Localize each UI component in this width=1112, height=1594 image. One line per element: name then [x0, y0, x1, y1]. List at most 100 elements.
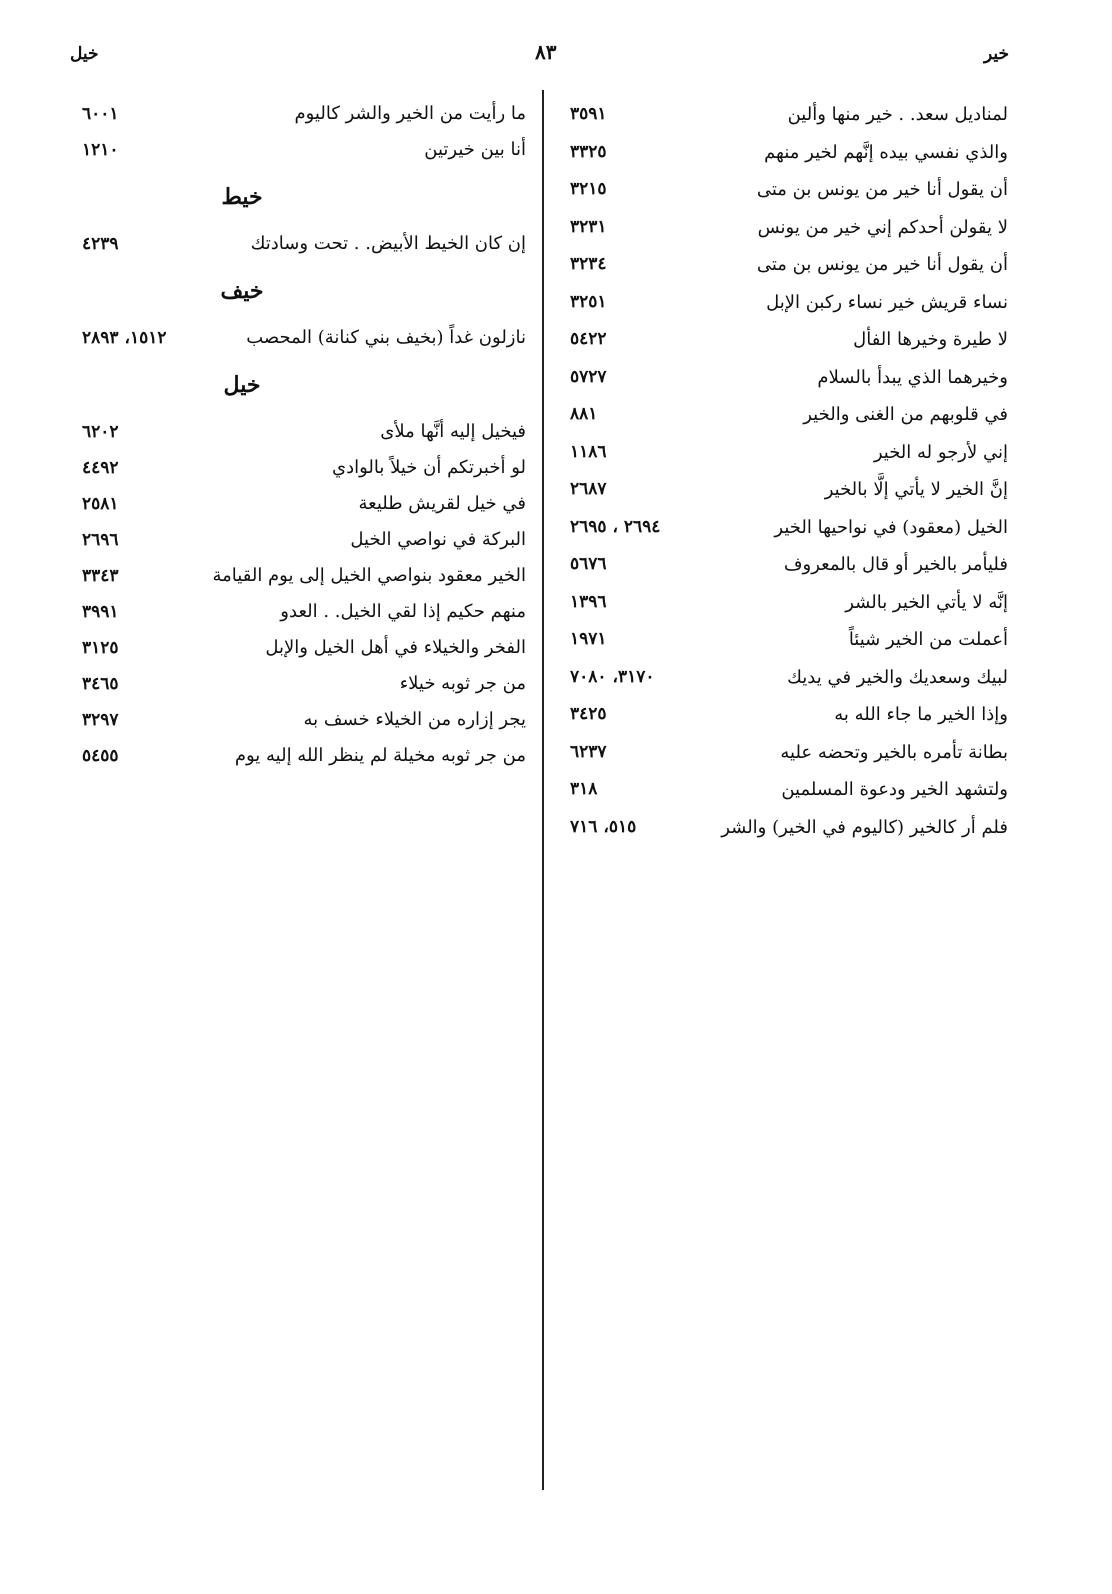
entry-refs: ٨٨١	[570, 404, 598, 424]
entry-refs: ٣١٨	[570, 779, 598, 799]
entry-refs: ٦٢٣٧	[570, 741, 607, 762]
entry-refs: ٣٥٩١	[570, 104, 607, 124]
entry-text: والذي نفسي بيده إنَّهم لخير منهم	[764, 141, 1008, 163]
entry-refs: ٣٢١٥	[570, 179, 607, 199]
entry-refs: ٣٢٣١	[570, 216, 607, 237]
index-entry: أن يقول أنا خير من يونس بن متى ٣٢٣٤	[566, 246, 1008, 284]
entry-text: ما رأيت من الخير والشر كاليوم	[294, 103, 526, 124]
entry-text: نساء قريش خير نساء ركبن الإبل	[766, 291, 1008, 313]
page-number: ٨٣	[535, 40, 557, 64]
index-entry: إن كان الخيط الأبيض. . تحت وسادتك ٤٢٣٩	[78, 226, 526, 262]
entry-refs: ٢٦٩٤ ، ٢٦٩٥	[570, 516, 661, 537]
entry-refs: ١٥١٢، ٢٨٩٣	[82, 328, 167, 348]
entry-text: فلم أر كالخير (كاليوم في الخير) والشر	[721, 816, 1008, 838]
index-entry: لا يقولن أحدكم إني خير من يونس ٣٢٣١	[566, 209, 1008, 247]
index-entry: أعملت من الخير شيئاً ١٩٧١	[566, 621, 1008, 659]
entry-text: لو أخبرتكم أن خيلاً بالوادي	[332, 457, 526, 478]
index-entry: إني لأرجو له الخير ١١٨٦	[566, 434, 1008, 472]
entry-refs: ٣٢٩٧	[82, 710, 119, 730]
index-entry: إنَّ الخير لا يأتي إلَّا بالخير ٢٦٨٧	[566, 471, 1008, 509]
index-entry: فيخيل إليه أنَّها ملأى ٦٢٠٢	[78, 414, 526, 450]
entry-text: وإذا الخير ما جاء الله به	[834, 704, 1008, 725]
column-divider	[542, 90, 544, 1490]
entry-text: في قلوبهم من الغنى والخير	[803, 404, 1008, 425]
index-entry: وإذا الخير ما جاء الله به ٣٤٢٥	[566, 696, 1008, 734]
entry-refs: ٣٣٢٥	[570, 141, 607, 162]
index-entry: ما رأيت من الخير والشر كاليوم ٦٠٠١	[78, 96, 526, 132]
index-entry: وخيرهما الذي يبدأ بالسلام ٥٧٢٧	[566, 359, 1008, 397]
index-entry: من جر ثوبه مخيلة لم ينظر الله إليه يوم ٥٤…	[78, 738, 526, 774]
entry-text: لبيك وسعديك والخير في يديك	[787, 666, 1008, 688]
entry-text: بطانة تأمره بالخير وتحضه عليه	[780, 741, 1008, 763]
entry-refs: ٣١٧٠، ٧٠٨٠	[570, 666, 655, 687]
entry-refs: ١٣٩٦	[570, 591, 607, 612]
entry-text: الخير معقود بنواصي الخيل إلى يوم القيامة	[212, 565, 526, 586]
entry-refs: ٣٢٣٤	[570, 254, 607, 274]
index-entry: بطانة تأمره بالخير وتحضه عليه ٦٢٣٧	[566, 734, 1008, 772]
section-heading: خيل	[223, 372, 261, 398]
entry-text: الفخر والخيلاء في أهل الخيل والإبل	[265, 637, 526, 658]
index-entry: الفخر والخيلاء في أهل الخيل والإبل ٣١٢٥	[78, 630, 526, 666]
section-heading: خيف	[220, 278, 264, 304]
entry-text: إنَّه لا يأتي الخير بالشر	[845, 591, 1008, 613]
entry-text: يجر إزاره من الخيلاء خسف به	[303, 709, 526, 730]
index-entry: لمناديل سعد. . خير منها وألين ٣٥٩١	[566, 96, 1008, 134]
entry-text: أن يقول أنا خير من يونس بن متى	[756, 254, 1008, 275]
entry-refs: ٣٣٤٣	[82, 566, 119, 586]
entry-text: ولتشهد الخير ودعوة المسلمين	[781, 779, 1008, 800]
entry-text: نازلون غداً (بخيف بني كنانة) المحصب	[246, 327, 526, 348]
entry-refs: ٦٠٠١	[82, 104, 119, 124]
index-entry: منهم حكيم إذا لقي الخيل. . العدو ٣٩٩١	[78, 594, 526, 630]
entry-text: وخيرهما الذي يبدأ بالسلام	[817, 366, 1008, 388]
index-entry: الخير معقود بنواصي الخيل إلى يوم القيامة…	[78, 558, 526, 594]
index-entry: أن يقول أنا خير من يونس بن متى ٣٢١٥	[566, 171, 1008, 209]
entry-refs: ٣٢٥١	[570, 291, 607, 312]
index-entry: يجر إزاره من الخيلاء خسف به ٣٢٩٧	[78, 702, 526, 738]
entry-text: إن كان الخيط الأبيض. . تحت وسادتك	[250, 233, 526, 254]
index-entry: لبيك وسعديك والخير في يديك ٣١٧٠، ٧٠٨٠	[566, 659, 1008, 697]
entry-refs: ٢٦٨٧	[570, 479, 607, 499]
index-entry: فلم أر كالخير (كاليوم في الخير) والشر ٥١٥…	[566, 809, 1008, 847]
entry-text: أنا بين خيرتين	[424, 139, 526, 160]
entry-text: من جر ثوبه خيلاء	[399, 673, 526, 694]
index-entry: نازلون غداً (بخيف بني كنانة) المحصب ١٥١٢،…	[78, 320, 526, 356]
entry-refs: ١٩٧١	[570, 629, 607, 649]
entry-text: لا يقولن أحدكم إني خير من يونس	[757, 216, 1008, 238]
index-entry: إنَّه لا يأتي الخير بالشر ١٣٩٦	[566, 584, 1008, 622]
index-entry: ولتشهد الخير ودعوة المسلمين ٣١٨	[566, 771, 1008, 809]
entry-refs: ٢٥٨١	[82, 494, 119, 514]
entry-text: إني لأرجو له الخير	[873, 441, 1008, 463]
entry-refs: ٢٦٩٦	[82, 530, 119, 550]
entry-refs: ٥٧٢٧	[570, 366, 607, 387]
entry-text: أعملت من الخير شيئاً	[848, 629, 1008, 650]
entry-text: في خيل لقريش طليعة	[358, 493, 527, 514]
entry-refs: ٥٤٥٥	[82, 746, 119, 766]
section-heading: خيط	[221, 184, 263, 210]
entry-refs: ١١٨٦	[570, 441, 607, 462]
entry-text: منهم حكيم إذا لقي الخيل. . العدو	[280, 601, 526, 622]
index-entry: لا طيرة وخيرها الفأل ٥٤٢٢	[566, 321, 1008, 359]
entry-refs: ٤٤٩٢	[82, 458, 119, 478]
index-entry: فليأمر بالخير أو قال بالمعروف ٥٦٧٦	[566, 546, 1008, 584]
entry-refs: ٤٢٣٩	[82, 234, 119, 254]
index-entry: من جر ثوبه خيلاء ٣٤٦٥	[78, 666, 526, 702]
right-column: لمناديل سعد. . خير منها وألين ٣٥٩١ والذي ن…	[566, 96, 1008, 846]
entry-text: الخيل (معقود) في نواحيها الخير	[774, 516, 1008, 538]
entry-text: لمناديل سعد. . خير منها وألين	[787, 104, 1008, 125]
entry-text: إنَّ الخير لا يأتي إلَّا بالخير	[824, 479, 1008, 500]
left-column: ما رأيت من الخير والشر كاليوم ٦٠٠١ أنا بين…	[78, 96, 526, 774]
index-entry: في خيل لقريش طليعة ٢٥٨١	[78, 486, 526, 522]
entry-refs: ٥٦٧٦	[570, 554, 607, 574]
index-entry: الخيل (معقود) في نواحيها الخير ٢٦٩٤ ، ٢٦٩…	[566, 509, 1008, 547]
index-entry: البركة في نواصي الخيل ٢٦٩٦	[78, 522, 526, 558]
index-entry: لو أخبرتكم أن خيلاً بالوادي ٤٤٩٢	[78, 450, 526, 486]
entry-refs: ٣٤٢٥	[570, 704, 607, 724]
index-entry: في قلوبهم من الغنى والخير ٨٨١	[566, 396, 1008, 434]
entry-text: فليأمر بالخير أو قال بالمعروف	[783, 554, 1008, 575]
entry-text: البركة في نواصي الخيل	[350, 529, 526, 550]
entry-text: أن يقول أنا خير من يونس بن متى	[756, 179, 1008, 200]
index-entry: نساء قريش خير نساء ركبن الإبل ٣٢٥١	[566, 284, 1008, 322]
running-head-left: خيل	[70, 44, 99, 64]
index-entry: أنا بين خيرتين ١٢١٠	[78, 132, 526, 168]
entry-text: لا طيرة وخيرها الفأل	[853, 329, 1008, 350]
